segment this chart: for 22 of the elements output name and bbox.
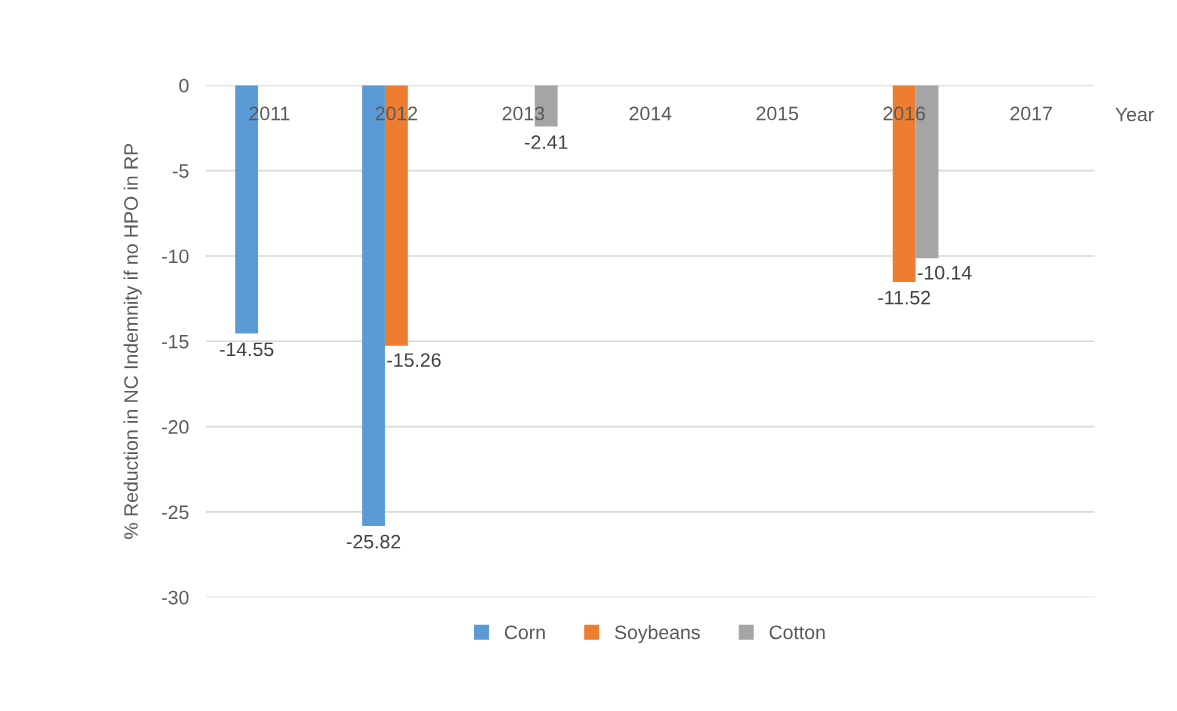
x-tick-label: 2013 <box>502 106 545 121</box>
y-tick-label: -25 <box>162 505 189 520</box>
x-tick-label: 2014 <box>629 106 672 121</box>
legend-label: Corn <box>504 625 545 640</box>
data-label: -14.55 <box>219 342 274 357</box>
data-label: -15.26 <box>387 353 441 367</box>
y-tick-label: 0 <box>179 78 189 93</box>
data-label: -2.41 <box>524 135 568 149</box>
data-label: -11.52 <box>878 290 931 305</box>
y-tick-label: -5 <box>172 164 189 178</box>
x-tick-label: 2017 <box>1010 106 1052 121</box>
legend-label: Soybeans <box>614 624 700 644</box>
y-axis-title: % Reduction in NC Indemnity if no HPO in RP <box>123 143 142 539</box>
y-tick-label: -10 <box>162 249 189 264</box>
x-tick-label: 2015 <box>756 106 799 121</box>
y-tick-label: -30 <box>162 590 189 605</box>
legend-label: Cotton <box>769 625 825 640</box>
y-tick-label: -15 <box>162 334 189 349</box>
y-tick-label: -20 <box>162 420 189 434</box>
data-label: -10.14 <box>917 265 972 280</box>
data-label: -25.82 <box>346 534 401 549</box>
x-axis-title: Year <box>1115 107 1154 122</box>
